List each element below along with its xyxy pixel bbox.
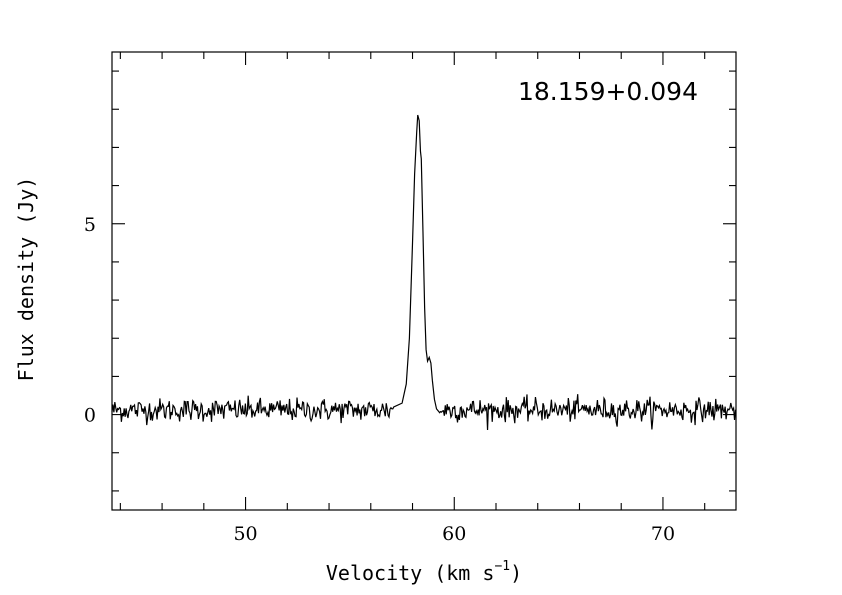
x-tick-label: 50 [233,523,257,545]
x-tick-label: 70 [651,523,675,545]
y-tick-label: 5 [84,214,96,236]
y-axis-label: Flux density (Jy) [14,177,38,382]
x-axis-label-main: Velocity (km s [326,561,495,585]
x-axis-label-superscript: −1 [494,559,510,574]
spectrum-series-line [111,114,737,430]
plot-frame [111,51,737,511]
x-tick-label: 60 [442,523,466,545]
x-axis-label: Velocity (km s−1) [326,559,522,585]
y-tick-label: 0 [84,405,96,427]
y-tick-labels: 05 [84,214,96,427]
source-annotation: 18.159+0.094 [518,77,698,106]
x-axis-label-close: ) [510,561,522,585]
axis-ticks [112,52,736,510]
x-tick-labels: 50 60 70 [233,523,675,545]
